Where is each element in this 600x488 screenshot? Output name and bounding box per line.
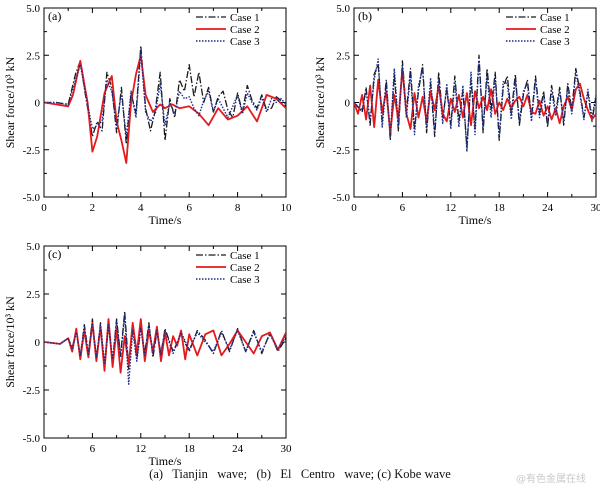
panel-label: (a) <box>48 9 61 23</box>
x-axis-label: Time/s <box>459 213 492 227</box>
x-tick-label: 6 <box>400 202 406 214</box>
y-axis-label: Shear force/10³ kN <box>3 296 17 388</box>
watermark: @有色金属在线 <box>516 474 586 485</box>
series-line-case-2 <box>354 67 596 134</box>
y-tick-label: 5.0 <box>26 3 40 15</box>
series-line-case-3 <box>44 314 286 385</box>
legend-label-case-3: Case 3 <box>230 274 260 286</box>
panel-label: (b) <box>358 9 372 23</box>
x-tick-label: 6 <box>186 202 192 214</box>
y-tick-label: 0 <box>35 337 41 349</box>
chart-panel-c: 0 6 12 18 24 30 -5.0 -2.5 0 2.5 5.0 Time/s Shear for… <box>3 241 292 468</box>
chart-panel-a: 0 2 4 6 8 10 -5.0 -2.5 0 2.5 5.0 Time/s Shear force/… <box>3 3 292 227</box>
x-tick-label: 0 <box>41 443 47 455</box>
x-axis-label: Time/s <box>149 213 182 227</box>
x-tick-label: 24 <box>542 202 554 214</box>
legend-label-case-1: Case 1 <box>540 12 570 24</box>
x-axis-label: Time/s <box>149 454 182 468</box>
x-tick-label: 12 <box>445 202 456 214</box>
series-line-case-1 <box>44 310 286 370</box>
y-tick-label: -2.5 <box>23 385 41 397</box>
y-tick-label: 2.5 <box>26 289 40 301</box>
x-tick-label: 12 <box>135 443 146 455</box>
series-traces <box>354 54 596 153</box>
x-tick-label: 8 <box>235 202 241 214</box>
legend-label-case-3: Case 3 <box>230 36 260 48</box>
x-tick-label: 6 <box>90 443 96 455</box>
y-tick-label: -2.5 <box>333 145 351 157</box>
y-tick-label: 2.5 <box>336 50 350 62</box>
x-tick-label: 18 <box>494 202 506 214</box>
legend-label-case-2: Case 2 <box>230 262 260 274</box>
panel-label: (c) <box>48 247 61 261</box>
y-tick-label: -5.0 <box>23 192 41 204</box>
x-tick-label: 0 <box>351 202 357 214</box>
y-tick-label: -5.0 <box>333 192 351 204</box>
series-line-case-2 <box>44 54 286 164</box>
x-tick-label: 30 <box>591 202 600 214</box>
x-tick-label: 0 <box>41 202 47 214</box>
series-line-case-1 <box>44 45 286 145</box>
x-tick-label: 24 <box>232 443 244 455</box>
y-axis-label: Shear force/10³ kN <box>313 56 327 148</box>
x-tick-label: 30 <box>281 443 293 455</box>
y-tick-label: 2.5 <box>26 50 40 62</box>
y-tick-label: 5.0 <box>336 3 350 15</box>
series-line-case-3 <box>44 50 286 138</box>
y-axis-label: Shear force/10³ kN <box>3 56 17 148</box>
y-tick-label: 5.0 <box>26 241 40 253</box>
x-tick-label: 2 <box>90 202 96 214</box>
y-tick-label: 0 <box>35 98 41 110</box>
x-tick-label: 18 <box>184 443 196 455</box>
legend-label-case-2: Case 2 <box>540 24 570 36</box>
chart-panel-b: 0 6 12 18 24 30 -5.0 -2.5 0 2.5 5.0 Time/s Shear for… <box>313 3 600 227</box>
legend-label-case-3: Case 3 <box>540 36 570 48</box>
legend-label-case-1: Case 1 <box>230 250 260 262</box>
series-traces <box>44 45 286 164</box>
legend-label-case-1: Case 1 <box>230 12 260 24</box>
y-tick-label: 0 <box>345 98 351 110</box>
legend-label-case-2: Case 2 <box>230 24 260 36</box>
y-tick-label: -2.5 <box>23 145 41 157</box>
series-traces <box>44 310 286 385</box>
x-tick-label: 4 <box>138 202 144 214</box>
y-tick-label: -5.0 <box>23 433 41 445</box>
series-line-case-2 <box>44 318 286 374</box>
x-tick-label: 10 <box>281 202 293 214</box>
figure-caption: (a) Tianjin wave; (b) El Centro wave; (c… <box>149 467 451 481</box>
